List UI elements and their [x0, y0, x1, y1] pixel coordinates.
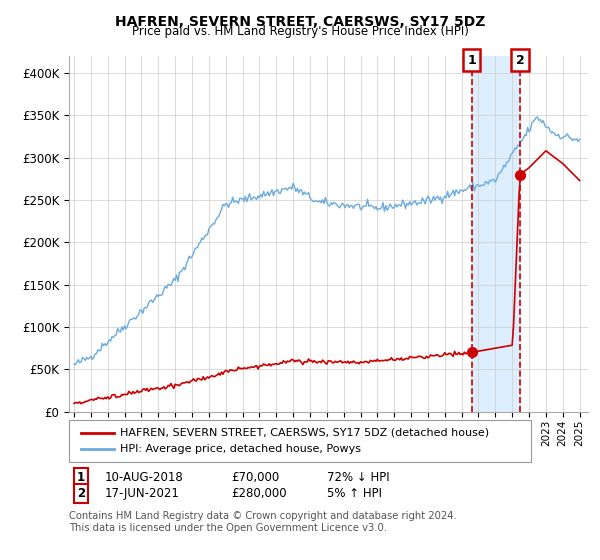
Text: HAFREN, SEVERN STREET, CAERSWS, SY17 5DZ (detached house): HAFREN, SEVERN STREET, CAERSWS, SY17 5DZ… [120, 428, 489, 437]
Text: 17-JUN-2021: 17-JUN-2021 [105, 487, 180, 501]
Text: 72% ↓ HPI: 72% ↓ HPI [327, 470, 389, 484]
Text: £70,000: £70,000 [231, 470, 279, 484]
Text: 1: 1 [467, 54, 476, 67]
Bar [472, 56, 520, 412]
Text: HAFREN, SEVERN STREET, CAERSWS, SY17 5DZ: HAFREN, SEVERN STREET, CAERSWS, SY17 5DZ [115, 15, 485, 29]
Text: Contains HM Land Registry data © Crown copyright and database right 2024.
This d: Contains HM Land Registry data © Crown c… [69, 511, 457, 533]
Text: 10-AUG-2018: 10-AUG-2018 [105, 470, 184, 484]
Text: £280,000: £280,000 [231, 487, 287, 501]
Text: Price paid vs. HM Land Registry's House Price Index (HPI): Price paid vs. HM Land Registry's House … [131, 25, 469, 38]
Text: HPI: Average price, detached house, Powys: HPI: Average price, detached house, Powy… [120, 445, 361, 454]
Text: 5% ↑ HPI: 5% ↑ HPI [327, 487, 382, 501]
Text: 1: 1 [77, 470, 85, 484]
Text: 2: 2 [77, 487, 85, 501]
Text: 2: 2 [515, 54, 524, 67]
